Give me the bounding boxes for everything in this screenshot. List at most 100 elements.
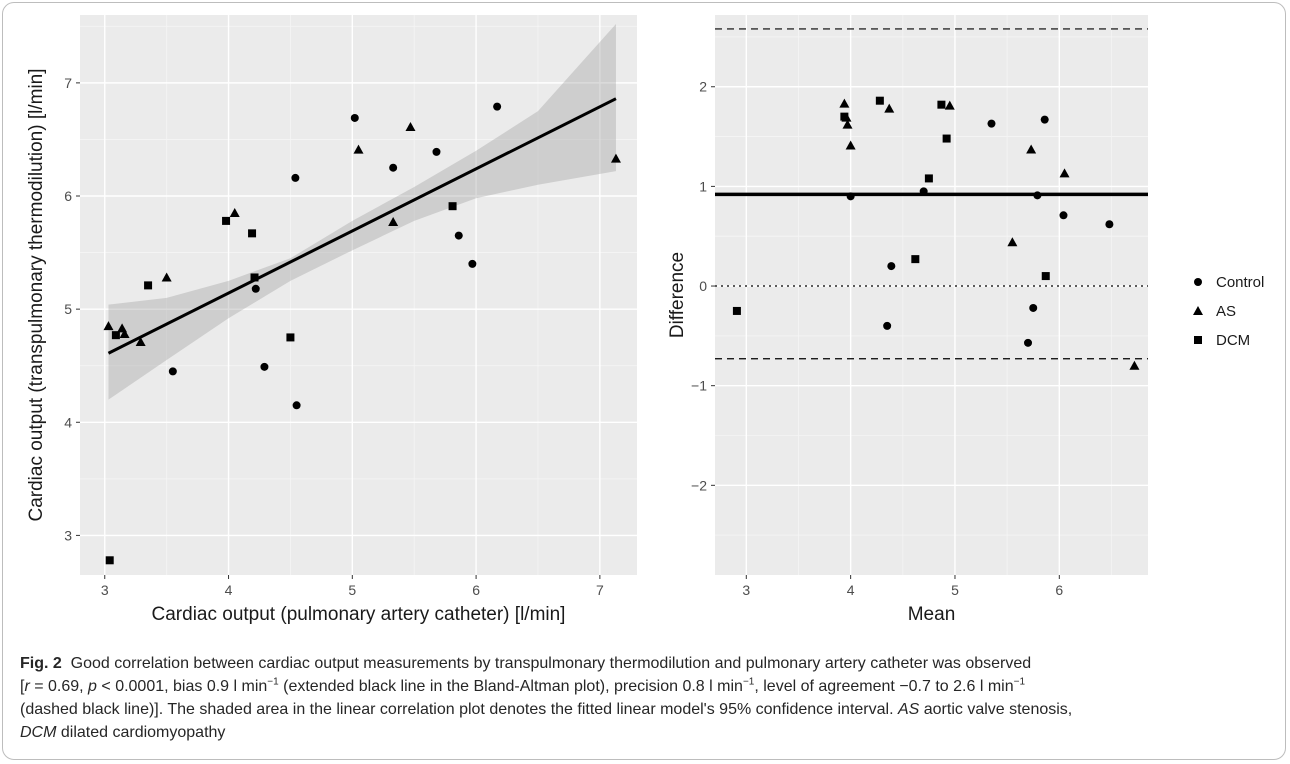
x-tick-label: 4: [847, 582, 855, 598]
data-point-as: [229, 207, 240, 217]
legend-label-control: Control: [1216, 274, 1264, 291]
data-point-control: [1024, 338, 1033, 347]
y-tick-label: 2: [699, 79, 707, 95]
data-point-as: [1007, 237, 1018, 247]
data-point-as: [119, 329, 130, 339]
data-point-control: [389, 163, 398, 172]
data-point-dcm: [105, 556, 114, 565]
data-point-dcm: [448, 202, 457, 211]
y-tick-label: 6: [64, 188, 72, 204]
data-point-control: [846, 192, 855, 201]
x-tick-label: 6: [472, 582, 480, 598]
data-point-dcm: [942, 134, 951, 143]
data-point-control: [168, 367, 177, 376]
caption-as: AS: [897, 701, 920, 718]
y-tick-label: 0: [699, 278, 707, 294]
data-point-control: [1040, 115, 1049, 124]
y-tick-label: −2: [691, 477, 707, 493]
data-point-dcm: [222, 216, 231, 225]
caption-sup: −1: [742, 676, 755, 688]
data-point-control: [1029, 303, 1038, 312]
x-tick-label: 7: [596, 582, 604, 598]
data-point-as: [353, 144, 364, 154]
data-point-dcm: [111, 331, 120, 340]
data-point-control: [919, 187, 928, 196]
x-axis-title: Cardiac output (pulmonary artery cathete…: [152, 604, 566, 625]
x-tick-label: 5: [951, 582, 959, 598]
data-point-as: [161, 272, 172, 282]
caption-sup: −1: [267, 676, 279, 688]
data-point-dcm: [144, 281, 153, 290]
figure-charts: 3 4 5 6 7 3 4 5 6 7 Cardiac output (pulmonary arte…: [26, 15, 1264, 625]
data-point-as: [103, 321, 114, 331]
legend-key-as: [1193, 306, 1203, 315]
x-tick-label: 5: [348, 582, 356, 598]
plot-background: [80, 15, 637, 575]
data-point-control: [251, 284, 260, 293]
regression-line: [107, 97, 617, 355]
legend-label-as: AS: [1216, 303, 1236, 320]
data-point-dcm: [924, 174, 933, 183]
x-tick-label: 6: [1055, 582, 1063, 598]
data-point-as: [842, 119, 853, 129]
data-point-dcm: [286, 333, 295, 342]
caption-text: = 0.69,: [29, 678, 89, 695]
figure-label: Fig. 2: [20, 655, 62, 672]
x-tick-label: 4: [225, 582, 233, 598]
data-point-dcm: [840, 112, 849, 121]
caption-text: dilated cardiomyopathy: [56, 724, 226, 741]
x-tick-label: 3: [101, 582, 109, 598]
data-point-dcm: [875, 96, 884, 105]
data-point-control: [1059, 211, 1068, 220]
data-point-control: [291, 173, 300, 182]
data-point-control: [260, 362, 269, 371]
legend-key-dcm: [1194, 336, 1202, 344]
y-tick-label: 7: [64, 75, 72, 91]
legend: Control AS DCM: [1193, 274, 1264, 349]
plot-background: [715, 15, 1148, 575]
caption-text: [: [20, 678, 25, 695]
caption-line1: Good correlation between cardiac output …: [70, 655, 1032, 672]
caption-text: (extended black line in the Bland-Altman…: [278, 678, 743, 695]
caption-dcm: DCM: [20, 724, 57, 741]
legend-label-dcm: DCM: [1216, 332, 1250, 349]
data-point-as: [839, 98, 850, 108]
caption-text: (dashed black line)]. The shaded area in…: [20, 701, 898, 718]
data-point-control: [350, 113, 359, 122]
x-axis-title: Mean: [908, 604, 956, 625]
caption-text: < 0.0001, bias 0.9 l min: [96, 678, 268, 695]
caption-r: r: [24, 678, 30, 695]
data-point-control: [883, 321, 892, 330]
data-point-dcm: [911, 255, 920, 264]
data-point-as: [845, 140, 856, 150]
data-point-control: [987, 119, 996, 128]
bland-altman-plot: 3 4 5 6 −2 −1 0 1 2 Mean Difference: [667, 15, 1148, 625]
data-point-as: [884, 103, 895, 113]
data-point-dcm: [248, 229, 257, 238]
correlation-plot: 3 4 5 6 7 3 4 5 6 7 Cardiac output (pulmonary arte…: [26, 15, 637, 625]
data-point-control: [468, 259, 477, 268]
caption-text: , level of agreement −0.7 to 2.6 l min: [754, 678, 1014, 695]
data-point-as: [1059, 168, 1070, 178]
confidence-band: [108, 24, 616, 400]
figure-caption: Fig. 2 Good correlation between cardiac …: [20, 652, 1270, 744]
data-point-control: [292, 401, 301, 410]
data-point-control: [493, 102, 502, 111]
data-point-control: [887, 262, 896, 271]
data-point-dcm: [250, 273, 259, 282]
data-point-control: [432, 147, 441, 156]
data-point-control: [454, 231, 463, 240]
caption-sup: −1: [1013, 676, 1026, 688]
data-point-dcm: [937, 100, 946, 109]
y-axis-title: Cardiac output (transpulmonary thermodil…: [26, 68, 47, 521]
y-tick-label: 4: [64, 414, 72, 430]
data-point-as: [610, 153, 621, 163]
caption-text: aortic valve stenosis,: [919, 701, 1073, 718]
data-point-dcm: [732, 306, 741, 315]
data-point-control: [1105, 220, 1114, 229]
y-tick-label: 1: [699, 178, 707, 194]
data-point-as: [1026, 144, 1037, 154]
data-point-as: [1129, 360, 1140, 370]
legend-key-control: [1194, 278, 1202, 286]
